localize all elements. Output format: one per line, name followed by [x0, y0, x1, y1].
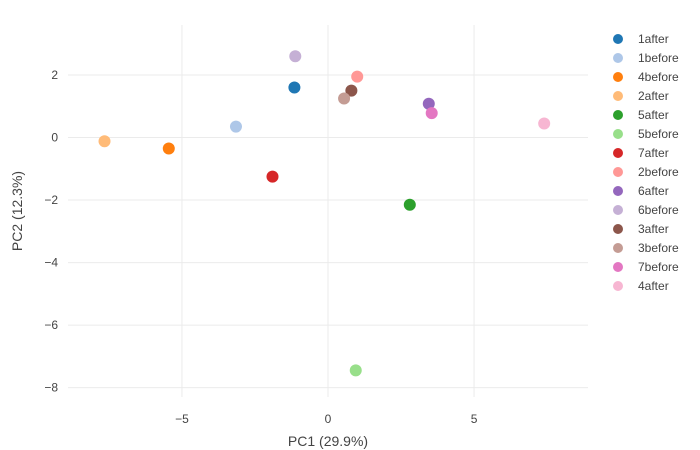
- legend-label-7before[interactable]: 7before: [638, 260, 679, 274]
- y-tick-label: −6: [44, 318, 58, 332]
- tick-labels: −5 0 5 2 0 −2 −4 −6 −8: [44, 68, 477, 426]
- y-tick-label: −8: [44, 381, 58, 395]
- legend-marker-1before[interactable]: [613, 53, 623, 63]
- legend-label-2after[interactable]: 2after: [638, 89, 669, 103]
- legend-label-7after[interactable]: 7after: [638, 146, 669, 160]
- legend-marker-3after[interactable]: [613, 224, 623, 234]
- x-tick-label: 5: [471, 412, 478, 426]
- legend-label-3before[interactable]: 3before: [638, 241, 679, 255]
- data-point-7after[interactable]: [266, 170, 279, 183]
- legend-label-6before[interactable]: 6before: [638, 203, 679, 217]
- data-point-7before[interactable]: [425, 107, 438, 120]
- legend-label-5before[interactable]: 5before: [638, 127, 679, 141]
- legend-marker-1after[interactable]: [613, 34, 623, 44]
- legend-label-4after[interactable]: 4after: [638, 279, 669, 293]
- legend-label-2before[interactable]: 2before: [638, 165, 679, 179]
- legend-label-4before[interactable]: 4before: [638, 70, 679, 84]
- data-point-5before[interactable]: [349, 364, 362, 377]
- data-point-1after[interactable]: [288, 81, 301, 94]
- legend-label-3after[interactable]: 3after: [638, 222, 669, 236]
- legend-label-6after[interactable]: 6after: [638, 184, 669, 198]
- data-point-2after[interactable]: [98, 135, 111, 148]
- data-points: [98, 50, 551, 377]
- gridlines: [68, 25, 588, 397]
- x-tick-label: 0: [325, 412, 332, 426]
- legend-marker-5after[interactable]: [613, 110, 623, 120]
- x-tick-label: −5: [175, 412, 189, 426]
- data-point-2before[interactable]: [351, 70, 364, 83]
- data-point-6before[interactable]: [289, 50, 302, 63]
- legend-label-1before[interactable]: 1before: [638, 51, 679, 65]
- legend-marker-7before[interactable]: [613, 262, 623, 272]
- legend-label-5after[interactable]: 5after: [638, 108, 669, 122]
- legend-marker-6before[interactable]: [613, 205, 623, 215]
- legend-marker-2before[interactable]: [613, 167, 623, 177]
- data-point-4before[interactable]: [162, 142, 175, 155]
- legend-marker-4before[interactable]: [613, 72, 623, 82]
- legend-marker-2after[interactable]: [613, 91, 623, 101]
- data-point-6after[interactable]: [422, 97, 435, 110]
- data-point-1before[interactable]: [229, 120, 242, 133]
- y-tick-label: −4: [44, 256, 58, 270]
- y-axis-title: PC2 (12.3%): [9, 171, 25, 251]
- y-tick-label: 0: [51, 131, 58, 145]
- x-axis-title: PC1 (29.9%): [288, 433, 368, 449]
- legend-marker-7after[interactable]: [613, 148, 623, 158]
- data-point-5after[interactable]: [403, 198, 416, 211]
- legend-marker-5before[interactable]: [613, 129, 623, 139]
- legend-marker-6after[interactable]: [613, 186, 623, 196]
- legend-label-1after[interactable]: 1after: [638, 32, 669, 46]
- legend-marker-3before[interactable]: [613, 243, 623, 253]
- data-point-3after[interactable]: [345, 84, 358, 97]
- data-point-3before[interactable]: [338, 92, 351, 105]
- y-tick-label: 2: [51, 68, 58, 82]
- legend: 1after 1before 4before 2after 5after 5before 7…: [613, 32, 679, 293]
- data-point-4after[interactable]: [538, 117, 551, 130]
- y-tick-label: −2: [44, 193, 58, 207]
- legend-marker-4after[interactable]: [613, 281, 623, 291]
